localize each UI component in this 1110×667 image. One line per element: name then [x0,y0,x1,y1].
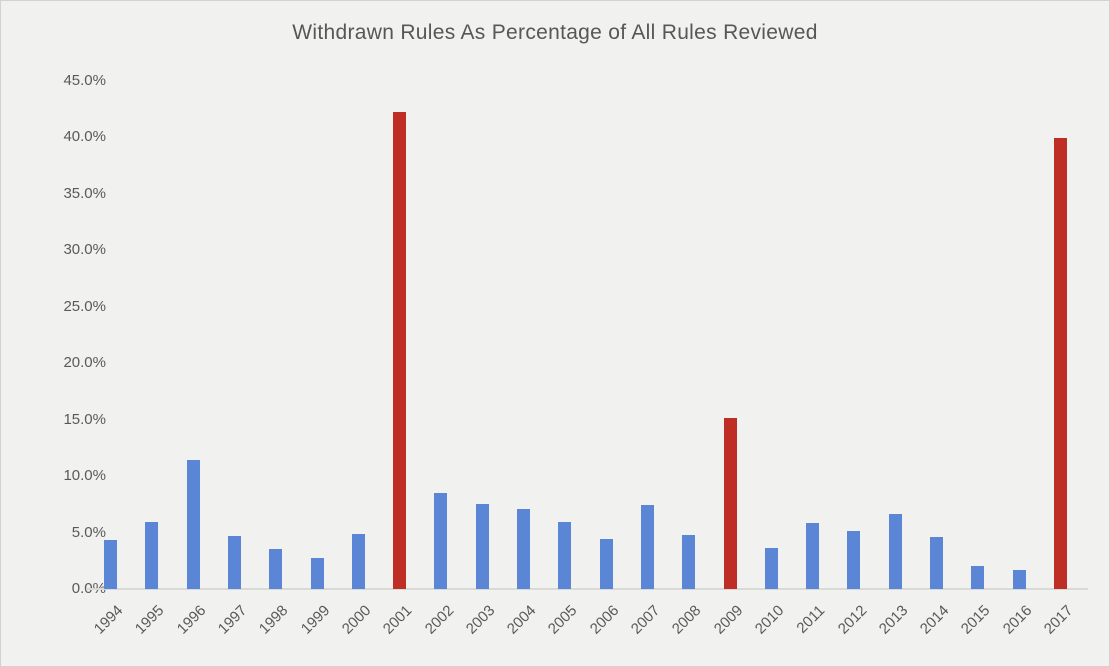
bar-2016 [1013,570,1026,589]
x-axis-tick-label-2011: 2011 [793,602,829,637]
bar-1996 [187,460,200,589]
y-axis-tick-label: 25.0% [63,297,106,315]
bar-2011 [806,523,819,589]
x-axis-tick-label-2006: 2006 [586,602,623,638]
x-axis-tick-label-2000: 2000 [338,602,375,638]
bar-2006 [600,539,613,589]
x-axis-tick-label-1998: 1998 [256,602,292,638]
bar-2002 [434,493,447,589]
x-axis-tick-label-2013: 2013 [875,602,912,638]
x-axis-tick-label-1999: 1999 [297,602,334,638]
bar-2008 [682,535,695,589]
x-axis-tick-label-2010: 2010 [751,602,788,638]
bar-2000 [352,534,365,589]
x-axis-tick-label-2005: 2005 [545,602,581,638]
y-axis-tick-label: 15.0% [63,410,106,428]
bar-2007 [641,505,654,589]
bar-1999 [311,558,324,589]
chart-title: Withdrawn Rules As Percentage of All Rul… [292,21,818,44]
x-axis-tick-label-2017: 2017 [1040,602,1077,638]
bar-1995 [145,522,158,589]
x-axis-tick-label-2004: 2004 [503,602,540,638]
bar-1997 [228,536,241,589]
x-axis-tick-label-2008: 2008 [669,602,705,638]
x-axis-tick-label-2002: 2002 [421,602,457,638]
x-axis-tick-label-1996: 1996 [173,602,210,638]
bar-2012 [847,531,860,589]
bar-1994 [104,540,117,589]
bar-2013 [889,514,902,589]
y-axis-tick-label: 30.0% [63,241,106,258]
bar-2010 [765,548,778,589]
y-axis-tick-label: 5.0% [71,523,106,541]
y-axis-tick-label: 40.0% [63,128,106,145]
bar-2003 [476,504,489,589]
y-axis-tick-label: 45.0% [63,71,106,89]
y-axis-tick-label: 35.0% [63,184,106,202]
x-axis-tick-label-2014: 2014 [916,602,953,638]
bar-1998 [269,549,282,589]
x-axis-tick-label-2016: 2016 [999,602,1036,638]
x-axis-tick-label-1997: 1997 [214,602,251,638]
x-axis-tick-label-2007: 2007 [627,602,664,638]
bar-2017 [1054,138,1067,589]
bar-2015 [971,566,984,589]
bar-2001 [393,112,406,589]
y-axis-tick-label: 20.0% [63,354,106,371]
x-axis-tick-label-2012: 2012 [834,602,870,638]
bar-2004 [517,509,530,589]
x-axis-tick-label-2009: 2009 [710,602,747,638]
y-axis-tick-label: 10.0% [63,467,106,484]
x-axis-tick-label-1994: 1994 [90,602,127,638]
x-axis-tick-label-2003: 2003 [462,602,499,638]
bar-2009 [724,418,737,589]
x-axis-line [86,588,1088,590]
x-axis-tick-label-1995: 1995 [132,602,168,638]
bar-2014 [930,537,943,589]
bar-2005 [558,522,571,589]
x-axis-tick-label-2015: 2015 [958,602,994,638]
x-axis-tick-label-2001: 2001 [380,602,416,638]
